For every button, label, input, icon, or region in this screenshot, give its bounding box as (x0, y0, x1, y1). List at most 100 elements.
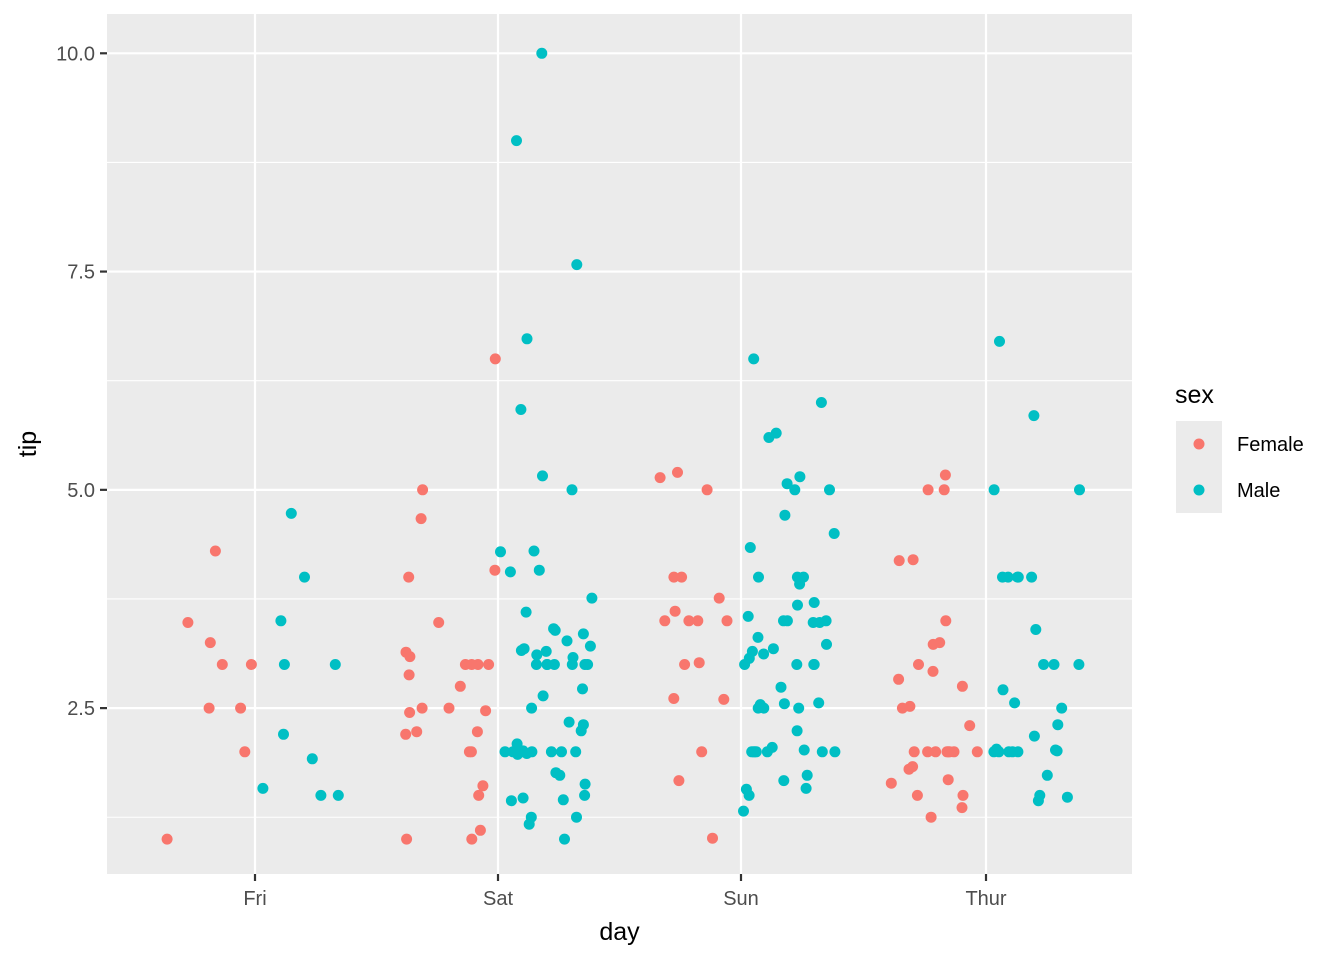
data-point-male (753, 571, 764, 583)
data-point-male (554, 769, 566, 781)
data-point-male (1074, 484, 1085, 496)
data-point-male (1052, 719, 1064, 731)
data-point-female (654, 472, 666, 484)
data-point-male (994, 335, 1005, 347)
data-point-male (531, 649, 543, 661)
data-point-female (673, 775, 685, 787)
data-point-female (939, 469, 951, 481)
data-point-male (257, 782, 269, 794)
data-point-male (499, 746, 511, 758)
data-point-male (816, 746, 828, 758)
x-tick-label: Sat (483, 888, 513, 910)
data-point-female (471, 726, 483, 738)
data-point-male (557, 794, 569, 806)
data-point-female (922, 484, 934, 496)
data-point-female (483, 659, 495, 670)
data-point-male (738, 805, 749, 817)
data-point-male (515, 645, 527, 656)
legend-marker-male (1193, 484, 1205, 496)
x-axis-title: day (599, 918, 640, 946)
data-point-female (721, 615, 733, 627)
data-point-female (454, 680, 466, 692)
data-point-male (511, 135, 522, 147)
data-point-male (1028, 730, 1040, 742)
data-point-female (216, 659, 228, 670)
data-point-male (575, 725, 587, 737)
data-point-female (404, 707, 416, 718)
data-point-male (767, 643, 779, 655)
data-point-female (683, 615, 695, 627)
data-point-male (306, 753, 318, 765)
data-point-male (821, 638, 832, 650)
data-point-female (692, 615, 704, 627)
data-point-male (540, 645, 552, 657)
data-point-female (443, 702, 455, 714)
data-point-female (908, 746, 920, 758)
data-point-male (1009, 697, 1021, 709)
data-point-female (693, 657, 705, 669)
legend: sex Female Male (1175, 381, 1304, 513)
data-point-male (778, 698, 790, 710)
data-point-male (566, 659, 578, 670)
data-point-female (956, 680, 968, 692)
data-point-female (480, 705, 492, 717)
data-point-female (718, 693, 730, 705)
data-point-female (466, 833, 478, 845)
data-point-female (713, 592, 725, 604)
data-point-female (659, 615, 671, 627)
y-tick-label: 2.5 (67, 698, 95, 720)
data-point-male (329, 659, 341, 670)
data-point-female (971, 746, 983, 758)
data-point-male (548, 659, 560, 670)
data-point-female (913, 659, 924, 670)
y-tick-label: 5.0 (67, 480, 95, 502)
legend-label-female: Female (1237, 434, 1304, 456)
data-point-male (526, 702, 538, 714)
data-point-male (505, 795, 517, 807)
data-point-male (752, 631, 764, 643)
data-point-female (489, 353, 501, 365)
data-point-male (530, 659, 542, 670)
data-point-male (495, 546, 506, 558)
plot-panel (107, 14, 1132, 874)
data-point-male (579, 778, 591, 790)
data-point-male (798, 744, 810, 756)
data-point-female (707, 832, 718, 844)
data-point-male (504, 566, 516, 578)
data-point-male (528, 545, 540, 557)
data-point-female (209, 545, 221, 557)
x-axis: Fri Sat Sun Thur (243, 874, 1007, 910)
data-point-female (896, 702, 908, 714)
data-point-male (521, 333, 533, 345)
data-point-male (801, 769, 813, 781)
data-point-male (748, 353, 760, 365)
data-point-male (520, 606, 532, 618)
data-point-male (1048, 659, 1060, 670)
data-point-female (885, 777, 897, 789)
data-point-female (465, 746, 477, 758)
data-point-female (672, 466, 683, 478)
data-point-male (828, 528, 840, 539)
data-point-female (938, 484, 950, 496)
data-point-male (577, 628, 589, 640)
data-point-male (761, 746, 773, 758)
data-point-female (239, 746, 251, 758)
data-point-female (669, 605, 681, 617)
legend-title: sex (1175, 381, 1214, 409)
data-point-male (315, 789, 327, 801)
major-gridlines (107, 14, 1132, 874)
data-point-female (433, 617, 445, 628)
data-point-female (956, 802, 968, 814)
data-point-male (1061, 791, 1073, 803)
data-point-male (561, 635, 573, 647)
data-point-male (744, 542, 756, 553)
data-point-female (701, 484, 713, 496)
data-point-female (474, 824, 486, 836)
data-point-male (1007, 746, 1018, 758)
data-point-male (549, 624, 561, 636)
data-point-male (778, 775, 790, 787)
data-point-male (791, 659, 803, 670)
data-point-male (746, 746, 758, 758)
data-point-male (1032, 795, 1044, 807)
